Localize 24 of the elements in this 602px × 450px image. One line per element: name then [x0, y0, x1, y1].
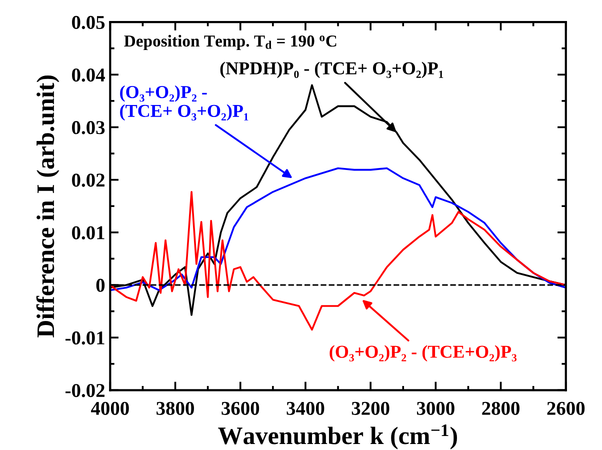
- y-tick-label: 0.01: [72, 226, 104, 240]
- x-tick-label: 2800: [482, 402, 520, 415]
- y-tick-label: 0.02: [72, 174, 104, 187]
- line-series: [110, 190, 566, 331]
- x-tick-label: 3800: [156, 402, 194, 415]
- x-tick-label: 2600: [547, 402, 585, 415]
- y-tick-label: 0.04: [72, 68, 105, 82]
- x-tick-label: 4000: [90, 402, 129, 415]
- y-tick-label: 0: [96, 278, 105, 292]
- annotation: Deposition Temp. T$_{d}$ = 190 $^{o}$C: [124, 34, 336, 50]
- x-axis-title: Wavenumber k (cm$^{−1}$): [218, 424, 457, 450]
- line-series: [110, 167, 566, 292]
- annotation: (O₃+O₂)P₂ - (TCE+O₂)P₃: [330, 345, 517, 362]
- y-axis-title: Difference in I (arb.unit): [36, 75, 60, 338]
- annotation: (NPDH)P₀ - (TCE+ O₃+O₂)P₁: [220, 62, 444, 78]
- annotation: (O₃+O₂)P₂ - (TCE+ O₃+O₂)P₁: [120, 85, 248, 121]
- y-tick-label: 0.03: [72, 121, 105, 134]
- x-tick-label: 3000: [416, 402, 454, 415]
- y-tick-label: -0.02: [66, 384, 104, 398]
- x-tick-label: 3400: [286, 402, 324, 415]
- x-tick-label: 3200: [352, 402, 390, 415]
- x-tick-label: 3600: [222, 402, 260, 415]
- y-tick-label: -0.01: [66, 331, 104, 345]
- y-tick-label: 0.05: [72, 16, 105, 30]
